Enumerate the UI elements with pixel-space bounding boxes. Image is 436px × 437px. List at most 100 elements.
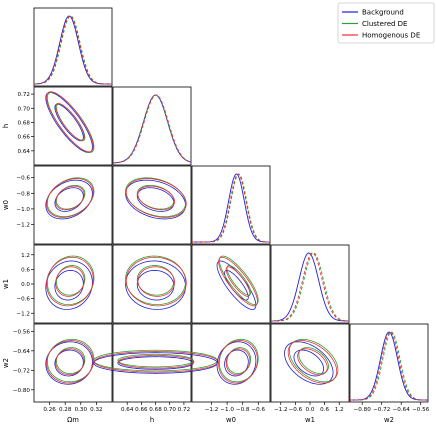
contour-h-w2-clustered-de-level-1 bbox=[117, 353, 194, 368]
contour-om-h-background-level-2 bbox=[45, 92, 93, 153]
y-tick-label-w1-0: −1.2 bbox=[16, 311, 30, 317]
y-tick-label-w0-3: −0.6 bbox=[16, 176, 30, 182]
x-tick-label-w1-0: −1.2 bbox=[274, 407, 288, 413]
y-axis-label-w2: w2 bbox=[2, 358, 10, 368]
y-tick-label-h-4: 0.72 bbox=[18, 92, 30, 98]
contour-h-w2-background-level-2 bbox=[93, 352, 218, 374]
contour-w0-w1-homogenous-de-level-1 bbox=[225, 266, 251, 297]
contour-h-w0-homogenous-de-level-1 bbox=[137, 185, 175, 211]
x-axis-label-h: h bbox=[150, 416, 154, 424]
contour-w0-w1-homogenous-de-level-2 bbox=[218, 256, 258, 307]
contour-h-w2-background-level-1 bbox=[117, 356, 194, 370]
contour-w0-w1-clustered-de-level-1 bbox=[226, 265, 252, 296]
panel-frame-om-w0 bbox=[33, 165, 113, 245]
contour-om-w1-background-level-1 bbox=[54, 269, 84, 301]
x-tick-label-w0-1: −1.0 bbox=[220, 407, 234, 413]
contour-h-w1-homogenous-de-level-1 bbox=[137, 266, 175, 297]
marginal-curve-w2-background bbox=[350, 331, 428, 401]
y-tick-label-w1-3: 0.6 bbox=[21, 267, 30, 273]
x-tick-label-h-1: 0.66 bbox=[135, 407, 148, 413]
x-tick-label-w0-2: −0.8 bbox=[236, 407, 250, 413]
panel-frame-w1-w1 bbox=[270, 244, 350, 324]
panel-frame-om-h bbox=[33, 86, 113, 166]
contour-om-w0-background-level-2 bbox=[45, 179, 93, 220]
marginal-curve-w2-clustered-de bbox=[350, 331, 428, 401]
marginal-curve-w0-background bbox=[192, 173, 270, 243]
legend-label-background: Background bbox=[362, 9, 404, 17]
y-tick-label-w0-0: −1.2 bbox=[16, 223, 30, 229]
y-axis-label-h: h bbox=[2, 124, 10, 128]
marginal-curve-w0-clustered-de bbox=[192, 173, 271, 243]
y-tick-label-h-1: 0.66 bbox=[18, 135, 31, 141]
contour-w0-w2-clustered-de-level-1 bbox=[226, 347, 252, 374]
y-tick-label-h-0: 0.64 bbox=[18, 149, 31, 155]
contour-w1-w2-background-level-2 bbox=[284, 341, 334, 385]
contour-w0-w2-homogenous-de-level-2 bbox=[218, 340, 258, 384]
x-tick-label-om-2: 0.30 bbox=[75, 407, 88, 413]
x-tick-label-w0-0: −1.2 bbox=[205, 407, 219, 413]
contour-om-w2-homogenous-de-level-2 bbox=[46, 340, 94, 384]
marginal-curve-om-homogenous-de bbox=[33, 15, 112, 85]
marginal-curve-w1-clustered-de bbox=[270, 252, 350, 322]
x-tick-label-om-0: 0.26 bbox=[43, 407, 56, 413]
marginal-curve-om-clustered-de bbox=[33, 15, 113, 85]
marginal-curve-om-background bbox=[33, 15, 112, 85]
y-tick-label-w1-2: 0.0 bbox=[21, 282, 30, 288]
contour-h-w1-background-level-2 bbox=[125, 260, 186, 310]
contour-w1-w2-clustered-de-level-2 bbox=[288, 338, 339, 383]
panel-frame-h-w0 bbox=[112, 165, 192, 245]
panel-frame-h-w1 bbox=[112, 244, 192, 324]
contour-om-h-clustered-de-level-2 bbox=[46, 92, 95, 153]
y-tick-label-h-2: 0.68 bbox=[18, 120, 31, 126]
contour-h-w1-homogenous-de-level-2 bbox=[125, 256, 187, 307]
contour-om-h-homogenous-de-level-1 bbox=[55, 103, 85, 141]
panel-frame-om-om bbox=[33, 7, 113, 87]
marginal-curve-w1-background bbox=[270, 252, 350, 322]
marginal-curve-w0-homogenous-de bbox=[192, 173, 271, 243]
contour-om-w1-homogenous-de-level-1 bbox=[55, 266, 85, 297]
x-tick-label-h-3: 0.70 bbox=[163, 407, 176, 413]
x-tick-label-w1-2: 0.0 bbox=[306, 407, 315, 413]
contour-w0-w1-background-level-2 bbox=[216, 260, 257, 310]
x-tick-label-w2-2: −0.64 bbox=[393, 407, 411, 413]
contour-om-w0-homogenous-de-level-2 bbox=[46, 178, 94, 218]
legend-label-homogenous-de: Homogenous DE bbox=[362, 32, 420, 40]
contour-om-h-homogenous-de-level-2 bbox=[46, 91, 94, 153]
y-tick-label-w1-1: −0.6 bbox=[16, 297, 30, 303]
y-axis-label-w0: w0 bbox=[2, 200, 10, 210]
contour-h-w2-clustered-de-level-2 bbox=[93, 349, 218, 372]
contour-om-w1-homogenous-de-level-2 bbox=[46, 256, 94, 307]
marginal-curve-h-homogenous-de bbox=[112, 94, 192, 164]
marginal-curve-h-clustered-de bbox=[112, 94, 192, 164]
panel-frame-w0-w1 bbox=[191, 244, 271, 324]
y-tick-label-h-3: 0.70 bbox=[18, 106, 31, 112]
panel-frame-w0-w2 bbox=[191, 323, 271, 403]
marginal-curve-w1-homogenous-de bbox=[271, 252, 350, 322]
contour-h-w2-homogenous-de-level-1 bbox=[118, 355, 195, 369]
y-tick-label-w2-3: −0.56 bbox=[13, 329, 31, 335]
x-tick-label-w0-3: −0.6 bbox=[252, 407, 266, 413]
contour-w1-w2-homogenous-de-level-2 bbox=[287, 340, 338, 384]
panel-frame-om-w2 bbox=[33, 323, 113, 403]
legend: Background Clustered DE Homogenous DE bbox=[337, 2, 435, 44]
legend-box bbox=[337, 2, 435, 44]
x-tick-label-h-2: 0.68 bbox=[149, 407, 162, 413]
contour-om-w0-homogenous-de-level-1 bbox=[55, 185, 85, 211]
contour-h-w2-homogenous-de-level-2 bbox=[94, 351, 219, 373]
y-tick-label-w0-2: −0.8 bbox=[16, 191, 30, 197]
x-tick-label-w1-3: 0.6 bbox=[320, 407, 329, 413]
contour-w0-w2-homogenous-de-level-1 bbox=[225, 348, 251, 376]
y-tick-label-w2-2: −0.64 bbox=[13, 349, 31, 355]
contour-w1-w2-homogenous-de-level-1 bbox=[297, 348, 328, 376]
x-tick-label-w2-0: −0.80 bbox=[354, 407, 372, 413]
panel-frame-w2-w2 bbox=[349, 323, 429, 403]
legend-label-clustered-de: Clustered DE bbox=[362, 20, 407, 28]
contour-w0-w1-clustered-de-level-2 bbox=[218, 255, 259, 306]
panel-frame-h-w2 bbox=[112, 323, 192, 403]
contour-om-w1-background-level-2 bbox=[45, 260, 93, 310]
x-tick-label-w1-4: 1.2 bbox=[335, 407, 344, 413]
contour-w0-w2-clustered-de-level-2 bbox=[218, 338, 259, 383]
contour-h-w1-background-level-1 bbox=[136, 269, 175, 301]
x-axis-label-om: Ωm bbox=[67, 416, 79, 424]
